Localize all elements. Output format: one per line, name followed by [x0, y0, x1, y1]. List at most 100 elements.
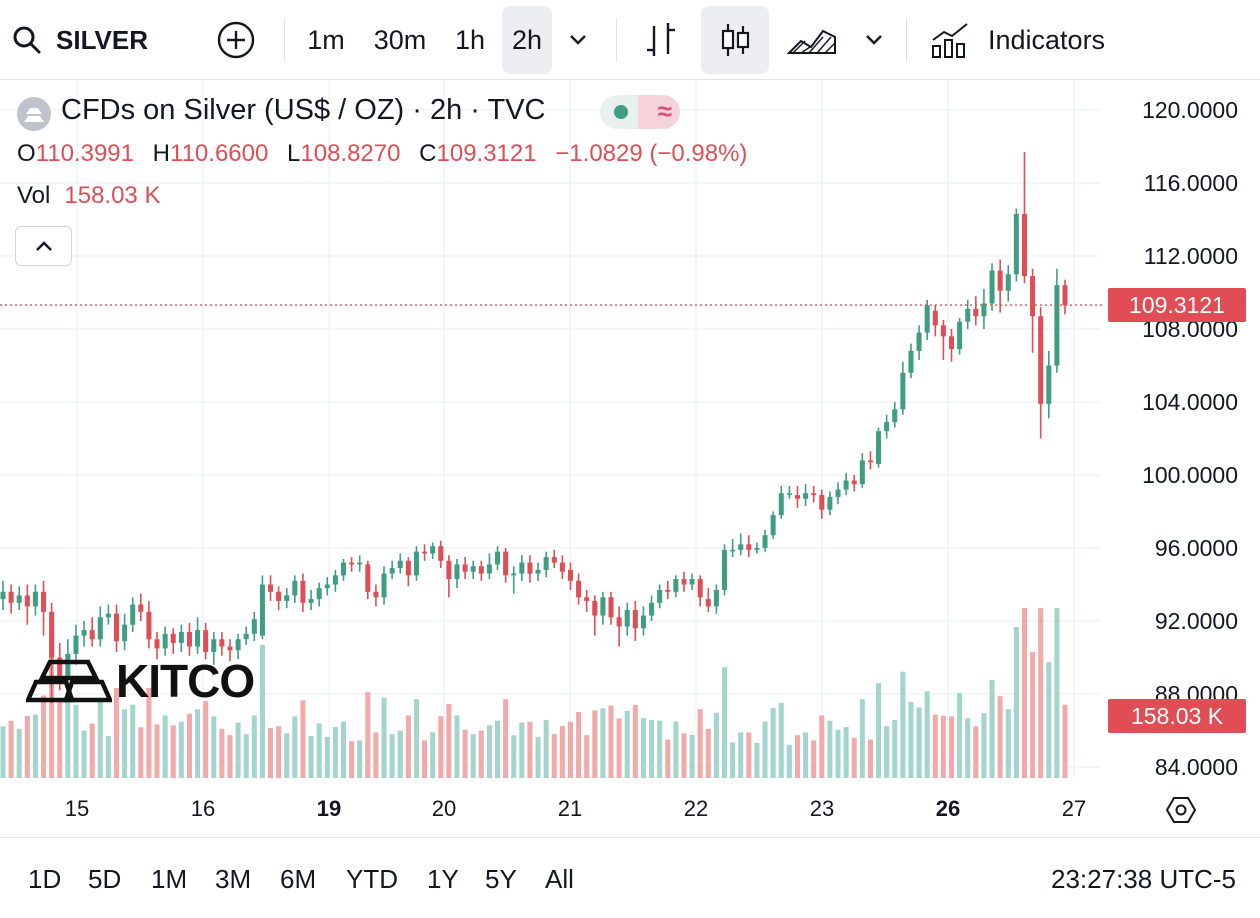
chart-style-dropdown[interactable] — [856, 6, 892, 74]
volume-bar — [430, 732, 436, 778]
settings-icon[interactable] — [1166, 795, 1196, 825]
candle-body — [259, 584, 265, 636]
candle-body — [203, 630, 209, 653]
candle-body — [1046, 365, 1052, 404]
candle-body — [616, 617, 622, 627]
candle-body — [632, 610, 638, 629]
interval-1h[interactable]: 1h — [454, 24, 486, 55]
range-5d[interactable]: 5D — [88, 864, 122, 894]
volume-bar — [349, 741, 355, 778]
volume-bar — [146, 687, 152, 778]
vol-label: Vol — [17, 182, 51, 209]
candle-body — [1005, 274, 1011, 291]
volume-bar — [503, 699, 509, 778]
candle-body — [705, 599, 711, 607]
range-3m[interactable]: 3M — [215, 864, 252, 894]
area-style-button[interactable] — [782, 6, 842, 74]
volume-bar — [268, 728, 274, 778]
symbol-label: SILVER — [56, 24, 148, 55]
volume-bar — [900, 671, 906, 778]
range-1y[interactable]: 1Y — [427, 864, 459, 894]
candle-body — [357, 562, 363, 565]
volume-bar — [300, 700, 306, 778]
candle-body — [276, 591, 282, 601]
volume-bar — [332, 727, 338, 778]
candle-body — [73, 635, 79, 654]
candle-body — [697, 579, 703, 598]
volume-bar — [819, 715, 825, 778]
volume-bar — [211, 716, 217, 778]
volume-bar — [794, 735, 800, 778]
volume-bar — [640, 718, 646, 778]
candle-body — [430, 546, 436, 554]
volume-bar — [924, 691, 930, 778]
volume-bar — [316, 723, 322, 778]
candle-body — [957, 321, 963, 350]
candle-body — [381, 573, 387, 598]
volume-bar — [235, 722, 241, 778]
open-label: O — [17, 140, 36, 167]
range-all[interactable]: All — [545, 864, 574, 894]
price-axis-label: 104.0000 — [1142, 389, 1238, 415]
candle-body — [859, 460, 865, 485]
volume-bar — [916, 707, 922, 778]
top-toolbar: SILVER 1m 30m 1h 2h — [0, 0, 1260, 80]
candle-body — [235, 639, 241, 651]
indicators-button[interactable]: Indicators — [930, 6, 1130, 74]
price-chart[interactable] — [0, 80, 1260, 837]
bottom-bar: 1D 5D 1M 3M 6M YTD 1Y 5Y All 23:27:38 UT… — [0, 837, 1260, 918]
candle-body — [365, 564, 371, 592]
market-status-pill[interactable]: ≈ — [600, 95, 680, 129]
volume-bar — [130, 704, 136, 778]
candle-body — [292, 580, 298, 596]
candle-body — [519, 562, 525, 574]
candle-body — [284, 595, 290, 601]
volume-bar — [584, 735, 590, 778]
interval-1m[interactable]: 1m — [307, 24, 345, 55]
candle-body — [49, 611, 55, 658]
time-axis-label: 26 — [935, 796, 961, 821]
bars-style-button[interactable] — [630, 6, 692, 74]
candle-body — [786, 493, 792, 495]
volume-bar — [673, 721, 679, 778]
candle-body — [559, 562, 565, 572]
separator — [906, 18, 907, 62]
price-axis-label: 116.0000 — [1143, 170, 1238, 196]
volume-bar — [454, 715, 460, 778]
volume-bar — [867, 739, 873, 778]
clock-timezone[interactable]: 23:27:38 UTC-5 — [1051, 864, 1236, 894]
compare-button[interactable] — [212, 6, 260, 74]
change-value: −1.0829 (−0.98%) — [555, 140, 748, 167]
candle-body — [389, 568, 395, 574]
range-6m[interactable]: 6M — [280, 864, 317, 894]
volume-bar — [592, 710, 598, 778]
candle-body — [908, 350, 914, 373]
volume-bar — [243, 734, 249, 778]
time-axis-label: 27 — [1061, 796, 1087, 821]
volume-bar — [251, 715, 257, 778]
range-1m[interactable]: 1M — [151, 864, 188, 894]
interval-2h[interactable]: 2h — [502, 6, 552, 74]
candle-body — [462, 564, 468, 572]
candle-body — [211, 639, 217, 653]
candle-body — [713, 589, 719, 607]
candle-body — [1038, 316, 1044, 404]
range-5y[interactable]: 5Y — [485, 864, 517, 894]
interval-dropdown[interactable] — [560, 6, 596, 74]
open-value: 110.3991 — [35, 140, 134, 167]
volume-bar — [73, 704, 79, 778]
volume-legend: Vol 158.03 K — [17, 182, 160, 210]
candle-body — [138, 604, 144, 612]
collapse-legend-button[interactable] — [15, 226, 72, 266]
candles-style-button[interactable] — [701, 6, 769, 74]
symbol-search[interactable]: SILVER — [12, 6, 182, 74]
range-ytd[interactable]: YTD — [346, 864, 398, 894]
chevron-down-icon — [570, 35, 586, 45]
interval-30m[interactable]: 30m — [373, 24, 427, 55]
volume-bar — [138, 727, 144, 778]
range-1d[interactable]: 1D — [28, 864, 62, 894]
volume-bar — [195, 709, 201, 778]
indicators-label: Indicators — [988, 24, 1106, 55]
volume-bar — [170, 725, 176, 778]
volume-bar — [624, 711, 630, 778]
